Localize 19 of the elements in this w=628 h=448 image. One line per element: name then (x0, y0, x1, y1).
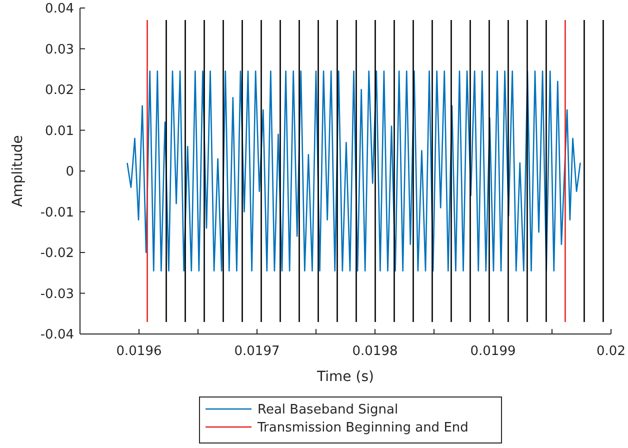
legend-label: Transmission Beginning and End (256, 420, 468, 436)
y-axis-title: Amplitude (10, 135, 26, 207)
x-tick-label: 0.0197 (234, 344, 280, 359)
y-tick-label: 0 (66, 164, 74, 180)
y-tick-label: -0.02 (40, 246, 74, 261)
line-series (126, 70, 581, 272)
x-axis-title: Time (s) (316, 369, 374, 385)
y-tick-label: 0.03 (45, 42, 74, 58)
y-tick-label: 0.04 (45, 2, 74, 16)
x-tick-label: 0.02 (596, 344, 626, 359)
y-tick-label: -0.01 (40, 205, 74, 220)
y-tick-label: -0.03 (40, 286, 74, 302)
y-tick-label: 0.01 (45, 124, 74, 139)
x-tick-label: 0.0196 (116, 344, 162, 359)
y-tick-label: 0.02 (45, 83, 74, 98)
y-tick-label: -0.04 (40, 328, 74, 342)
x-tick-label: 0.0199 (470, 344, 516, 359)
legend-label: Real Baseband Signal (258, 402, 398, 418)
x-tick-label: 0.0198 (352, 344, 398, 359)
